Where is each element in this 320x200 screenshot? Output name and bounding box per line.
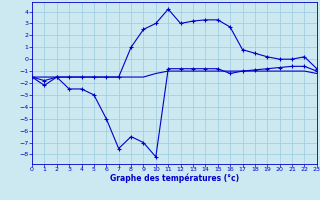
X-axis label: Graphe des températures (°c): Graphe des températures (°c)	[110, 174, 239, 183]
